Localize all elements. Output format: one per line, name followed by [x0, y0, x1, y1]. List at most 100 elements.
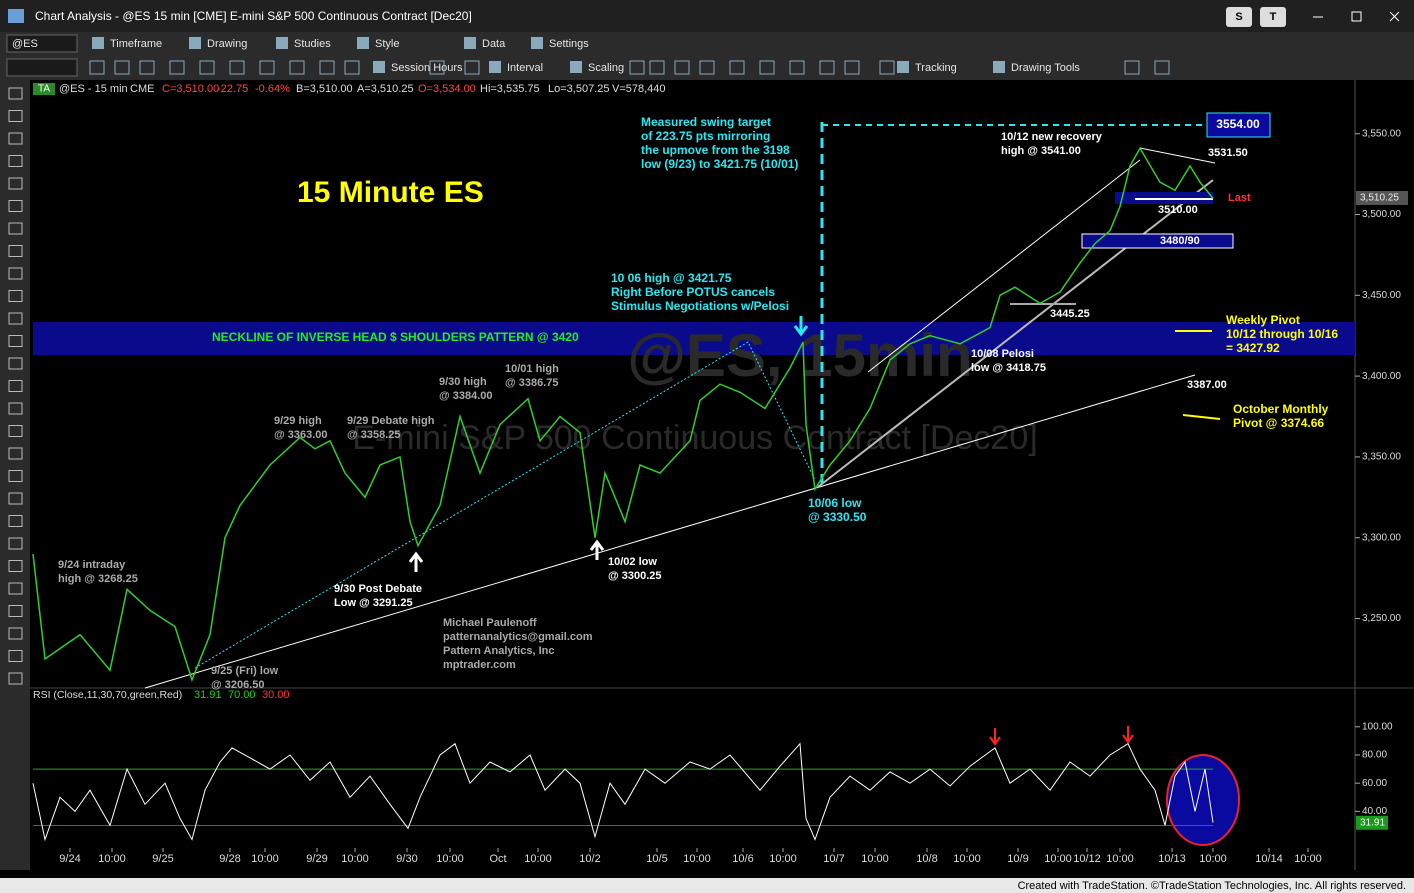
tool-icon[interactable] [8, 222, 23, 235]
toolbar-icon [674, 60, 690, 75]
x-tick-label: 9/29 [306, 853, 327, 865]
toolbar-item[interactable]: Tracking [915, 62, 957, 74]
annotation: 3531.50 [1208, 147, 1248, 159]
tool-icon[interactable] [8, 110, 23, 122]
tool-icon[interactable] [8, 627, 23, 640]
toolbar-icon [199, 60, 215, 75]
toolbar-icon [276, 37, 288, 49]
arrow [1122, 726, 1134, 744]
annotation: of 223.75 pts mirroring [641, 129, 770, 143]
toolbar [0, 32, 1414, 80]
symbol-box[interactable] [6, 34, 78, 53]
tool-icon[interactable] [8, 290, 23, 302]
close[interactable] [1389, 11, 1400, 22]
x-tick-label: 10:00 [953, 853, 981, 865]
annotation: 3387.00 [1187, 379, 1227, 391]
toolbar-item[interactable]: Data [482, 38, 506, 50]
y-tick-label: 60.00 [1362, 778, 1387, 789]
quote-item: B=3,510.00 [296, 83, 353, 95]
tool-icon[interactable] [8, 582, 23, 595]
tool-icon[interactable] [8, 515, 23, 527]
tool-icon[interactable] [8, 537, 23, 550]
arrow [408, 551, 424, 572]
x-tick-label: 10:00 [861, 853, 889, 865]
annotation: Last [1228, 192, 1251, 204]
toolbar-item[interactable]: Timeframe [110, 38, 162, 50]
toolbar-icon [289, 60, 305, 75]
annotation: 10 06 high @ 3421.75 [611, 271, 732, 285]
left-toolbar [0, 80, 30, 870]
rsi-readout: 30.00 [262, 689, 290, 701]
tool-icon[interactable] [8, 425, 23, 437]
toolbar-icon [373, 61, 385, 73]
annotation: Pivot @ 3374.66 [1233, 416, 1324, 430]
toolbar-icon [319, 60, 335, 75]
tool-icon[interactable] [8, 380, 23, 392]
tool-icon[interactable] [8, 560, 23, 572]
tool-icon[interactable] [8, 312, 23, 325]
annotation: Weekly Pivot [1226, 313, 1300, 327]
tool-icon[interactable] [8, 177, 23, 190]
quote-item: A=3,510.25 [357, 83, 414, 95]
tool-icon[interactable] [8, 200, 23, 212]
quote-item: Lo=3,507.25 [548, 83, 609, 95]
toolbar-icon [531, 37, 543, 49]
toolbar-item[interactable]: Drawing [207, 38, 247, 50]
toolbar-item[interactable]: Scaling [588, 62, 624, 74]
status-bar [0, 878, 1414, 893]
rsi-last-box [1356, 815, 1388, 830]
x-tick-label: 10:00 [1044, 853, 1072, 865]
y-tick-label: 40.00 [1362, 806, 1387, 817]
trendline [867, 159, 1141, 373]
toolbar-icon [429, 60, 445, 75]
toolbar-item[interactable]: Session Hours [391, 62, 463, 74]
toolbar-icon [114, 60, 130, 75]
toolbar-icon [789, 60, 805, 75]
toolbar-item[interactable]: Studies [294, 38, 331, 50]
toolbar-item[interactable]: Style [375, 38, 399, 50]
x-tick-label: Oct [489, 853, 506, 865]
toolbar-item[interactable]: Drawing Tools [1011, 62, 1080, 74]
tool-icon[interactable] [8, 605, 23, 617]
annotation: the upmove from the 3198 [641, 143, 790, 157]
annotation: Michael Paulenoff [443, 617, 537, 629]
highlight-circle [1166, 754, 1240, 846]
toolbar-icon [844, 60, 860, 75]
maximize[interactable] [1351, 11, 1362, 22]
annotation: @ 3300.25 [608, 570, 662, 582]
tool-icon[interactable] [8, 402, 23, 415]
annotation: 9/30 Post Debate [334, 583, 422, 595]
tool-icon[interactable] [8, 447, 23, 460]
x-tick-label: 10/9 [1007, 853, 1028, 865]
window-button[interactable] [1226, 7, 1252, 27]
annotation: 10/08 Pelosi [971, 348, 1034, 360]
tool-icon[interactable] [8, 87, 23, 100]
toolbar-icon [1154, 60, 1170, 75]
y-tick-label: 3,300.00 [1362, 532, 1401, 543]
tool-icon[interactable] [8, 245, 23, 257]
trendline [144, 374, 1196, 689]
tool-icon[interactable] [8, 672, 23, 685]
annotation: 3554.00 [1216, 117, 1260, 131]
toolbar-item[interactable]: Interval [507, 62, 543, 74]
tool-icon[interactable] [8, 650, 23, 662]
y-tick-label: 80.00 [1362, 750, 1387, 761]
annotation: 3480/90 [1160, 235, 1200, 247]
toolbar-icon [189, 37, 201, 49]
window-button[interactable] [1260, 7, 1286, 27]
toolbar-icon [879, 60, 895, 75]
tool-icon[interactable] [8, 335, 23, 347]
quote-item: O=3,534.00 [418, 83, 476, 95]
toolbar-item[interactable]: Settings [549, 38, 589, 50]
tool-icon[interactable] [8, 155, 23, 167]
tool-icon[interactable] [8, 267, 23, 280]
tool-icon[interactable] [8, 492, 23, 505]
x-tick-label: 10/13 [1158, 853, 1186, 865]
x-tick-label: 9/30 [396, 853, 417, 865]
arrow [793, 316, 809, 337]
tool-icon[interactable] [8, 357, 23, 370]
tool-icon[interactable] [8, 132, 23, 145]
tool-icon[interactable] [8, 470, 23, 482]
interval-box[interactable] [6, 58, 78, 77]
